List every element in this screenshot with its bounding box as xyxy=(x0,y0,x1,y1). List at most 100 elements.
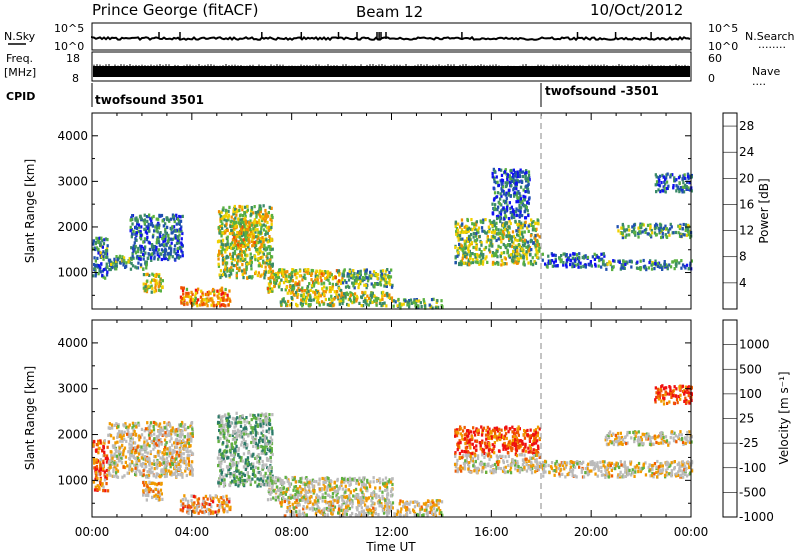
range-gate-cell xyxy=(161,237,164,241)
range-gate-cell xyxy=(683,173,686,177)
range-gate-cell xyxy=(322,273,325,277)
range-gate-cell xyxy=(257,241,260,245)
range-gate-cell xyxy=(244,440,247,444)
range-gate-cell xyxy=(408,302,411,306)
range-gate-cell xyxy=(145,266,148,270)
range-gate-cell xyxy=(469,238,472,242)
range-gate-cell xyxy=(493,224,497,228)
range-gate-cell xyxy=(259,245,262,249)
range-gate-cell xyxy=(152,251,156,255)
range-gate-cell xyxy=(519,194,522,198)
range-gate-cell xyxy=(500,251,503,255)
range-gate-cell xyxy=(117,449,121,453)
range-gate-cell xyxy=(512,250,515,254)
range-gate-cell xyxy=(406,303,409,307)
range-gate-cell xyxy=(158,243,161,247)
range-gate-cell xyxy=(248,478,251,482)
range-gate-cell xyxy=(513,191,516,195)
range-gate-cell xyxy=(437,305,440,309)
range-gate-cell xyxy=(456,251,460,255)
range-gate-cell xyxy=(531,263,535,267)
range-gate-cell xyxy=(268,251,271,255)
range-gate-cell xyxy=(115,467,118,471)
range-gate-cell xyxy=(378,301,382,305)
range-gate-cell xyxy=(151,272,154,276)
range-gate-cell xyxy=(230,215,233,219)
range-gate-cell xyxy=(153,454,156,459)
range-gate-cell xyxy=(659,190,662,194)
range-gate-cell xyxy=(507,188,510,192)
range-gate-cell xyxy=(310,284,314,288)
range-gate-cell xyxy=(116,258,119,262)
range-gate-cell xyxy=(157,434,160,438)
range-gate-cell xyxy=(130,467,134,471)
range-gate-cell xyxy=(319,275,322,280)
range-gate-cell xyxy=(501,208,504,212)
power-scatter-cells xyxy=(92,167,693,310)
range-gate-cell xyxy=(366,279,370,283)
range-gate-cell xyxy=(664,190,667,194)
range-gate-cell xyxy=(313,296,316,300)
range-gate-cell xyxy=(261,218,264,223)
range-gate-cell xyxy=(493,191,497,195)
range-gate-cell xyxy=(494,207,498,211)
range-gate-cell xyxy=(371,294,374,298)
range-gate-cell xyxy=(230,266,233,270)
range-gate-cell xyxy=(361,279,364,283)
range-gate-cell xyxy=(236,243,240,247)
range-gate-cell xyxy=(160,492,163,496)
range-gate-cell xyxy=(358,276,361,280)
range-gate-cell xyxy=(256,248,259,252)
range-gate-cell xyxy=(222,291,225,295)
range-gate-cell xyxy=(518,206,521,210)
range-gate-cell xyxy=(178,246,182,250)
range-gate-cell xyxy=(276,273,280,277)
range-gate-cell xyxy=(683,185,686,189)
range-gate-cell xyxy=(98,268,101,273)
range-gate-cell xyxy=(219,229,222,233)
range-gate-cell xyxy=(575,253,579,257)
range-gate-cell xyxy=(461,230,465,234)
range-gate-cell xyxy=(244,205,247,209)
range-gate-cell xyxy=(271,269,275,273)
range-gate-cell xyxy=(458,242,461,246)
range-gate-cell xyxy=(285,274,288,278)
range-gate-cell xyxy=(493,206,496,210)
range-gate-cell xyxy=(160,252,163,256)
range-gate-cell xyxy=(265,422,268,427)
range-gate-cell xyxy=(130,450,134,454)
range-gate-cell xyxy=(287,299,290,304)
range-gate-cell xyxy=(336,289,339,294)
range-gate-cell xyxy=(226,239,229,243)
range-gate-cell xyxy=(192,302,195,306)
range-gate-cell xyxy=(97,441,101,445)
range-gate-cell xyxy=(154,286,157,290)
range-gate-cell xyxy=(261,449,265,453)
range-gate-cell xyxy=(239,224,242,229)
range-gate-cell xyxy=(609,261,612,265)
colorbar-tick-label: 12 xyxy=(739,224,754,238)
range-gate-cell xyxy=(236,234,239,238)
range-gate-cell xyxy=(268,235,271,239)
range-gate-cell xyxy=(175,222,178,226)
range-gate-cell xyxy=(255,234,258,239)
range-gate-cell xyxy=(526,209,529,213)
range-gate-cell xyxy=(454,220,457,224)
range-gate-cell xyxy=(140,244,143,249)
range-gate-cell xyxy=(333,297,336,301)
range-gate-cell xyxy=(475,245,478,249)
range-gate-cell xyxy=(168,422,171,426)
range-gate-cell xyxy=(103,251,106,256)
range-gate-cell xyxy=(152,214,155,219)
range-gate-cell xyxy=(175,241,179,245)
range-gate-cell xyxy=(565,265,568,269)
range-gate-cell xyxy=(260,444,263,449)
range-gate-cell xyxy=(326,303,329,307)
range-gate-cell xyxy=(306,285,310,289)
range-gate-cell xyxy=(187,291,190,295)
range-gate-cell xyxy=(115,422,118,426)
range-gate-cell xyxy=(172,214,176,218)
range-gate-cell xyxy=(168,246,171,250)
range-gate-cell xyxy=(94,259,97,263)
range-gate-cell xyxy=(375,303,378,307)
